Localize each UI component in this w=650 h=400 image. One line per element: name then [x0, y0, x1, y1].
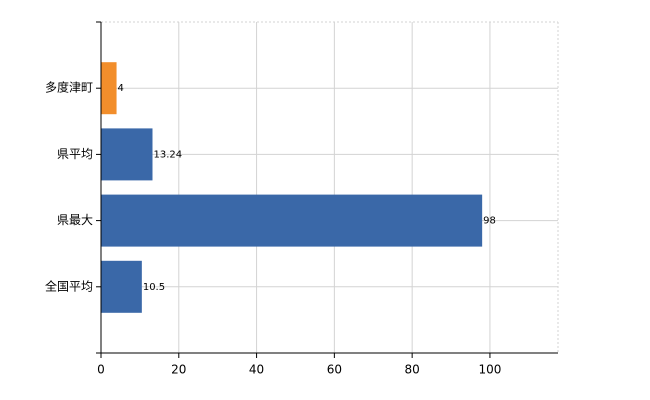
bar: [101, 260, 142, 313]
data-label: 98: [483, 216, 496, 227]
bar: [101, 128, 153, 181]
x-tick-label: 60: [327, 363, 342, 377]
data-label: 13.24: [153, 149, 182, 160]
data-label: 10.5: [143, 282, 165, 293]
y-tick-label: 全国平均: [45, 278, 93, 293]
x-tick-label: 100: [478, 363, 501, 377]
y-tick-label: 県平均: [57, 147, 93, 161]
bar: [101, 62, 117, 115]
y-tick-label: 多度津町: [45, 80, 93, 95]
y-tick-label: 県最大: [57, 213, 93, 227]
x-tick-label: 80: [405, 363, 420, 377]
x-tick-label: 20: [171, 363, 186, 377]
x-tick-label: 0: [97, 363, 105, 377]
x-tick-label: 40: [249, 363, 264, 377]
bar: [101, 194, 483, 247]
data-label: 4: [118, 83, 124, 94]
